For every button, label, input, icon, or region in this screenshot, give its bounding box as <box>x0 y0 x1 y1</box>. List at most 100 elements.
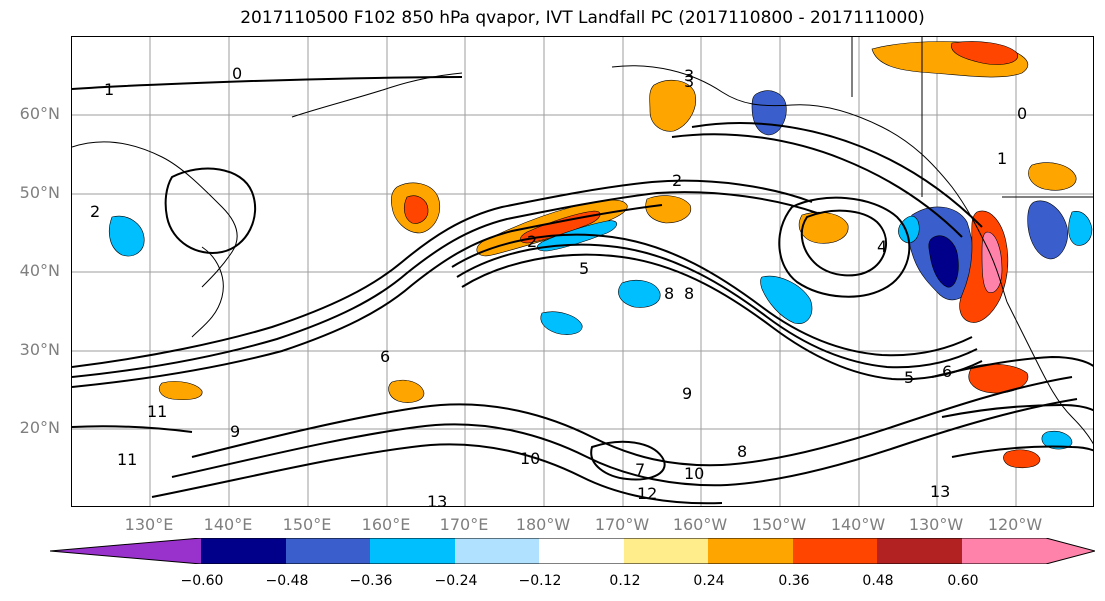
contour-line <box>590 440 666 481</box>
colorbar-tick-label: −0.12 <box>518 573 562 589</box>
colorbar-tick-label: 0.12 <box>609 573 641 589</box>
fill-patch-canada-orange <box>1028 162 1077 191</box>
contour-label: 6 <box>942 362 952 381</box>
contour-line <box>72 191 818 378</box>
fill-patch-asia-cyan <box>109 215 145 257</box>
contour-label: 8 <box>664 284 674 303</box>
fill-patch-japan-orange <box>159 381 203 401</box>
contour-line <box>164 167 257 254</box>
contour-label: 5 <box>579 259 589 278</box>
lon-label-160e: 160°E <box>361 515 411 534</box>
fill-patch-sub-cyan-2 <box>760 275 813 324</box>
contour-label: 13 <box>427 492 447 507</box>
colorbar-tick-label: 0.36 <box>778 573 810 589</box>
lat-label-30n: 30°N <box>19 340 60 359</box>
colorbar-segment <box>877 538 962 564</box>
fill-patch-sub-cyan-3 <box>540 311 583 335</box>
lat-label-50n: 50°N <box>19 183 60 202</box>
colorbar-segment <box>708 538 793 564</box>
contour-line <box>778 196 911 298</box>
colorbar-tick-label: −0.36 <box>349 573 393 589</box>
contour-line <box>72 76 463 90</box>
contour-line <box>72 179 813 368</box>
contour-line <box>951 445 1093 458</box>
lon-label-140e: 140°E <box>203 515 253 534</box>
contour-label: 13 <box>930 482 950 501</box>
fill-patch-central-orange <box>645 195 692 224</box>
contour-line <box>671 133 963 238</box>
lat-label-60n: 60°N <box>19 104 60 123</box>
colorbar-tick-label: −0.60 <box>180 573 224 589</box>
coastlines <box>72 37 1093 445</box>
fill-patch-ribbon-red <box>520 210 601 244</box>
contour-line <box>941 403 1093 418</box>
coastline-asia <box>72 141 238 288</box>
fill-patch-sub-cyan <box>618 280 661 308</box>
fill-patch-ribbon-cyan <box>536 220 618 252</box>
colorbar-tick-label: −0.48 <box>265 573 309 589</box>
contour-label: 2 <box>527 232 537 251</box>
contour-line <box>931 355 1093 378</box>
coastline-japan <box>191 246 224 338</box>
colorbar <box>50 538 1095 564</box>
lon-label-120w: 120°W <box>987 515 1043 534</box>
fill-patch-alaska-blue <box>751 90 787 136</box>
lon-label-170e: 170°E <box>439 515 489 534</box>
contour-label: 9 <box>230 422 240 441</box>
coastline-mexico <box>1006 301 1093 445</box>
contour-label: 1 <box>997 149 1007 168</box>
contour-line <box>800 209 887 277</box>
lat-label-40n: 40°N <box>19 261 60 280</box>
contour-line <box>451 233 973 357</box>
contour-label: 3 <box>684 72 694 91</box>
fill-patch-se-cyan <box>1041 430 1073 450</box>
colorbar-segment <box>962 538 1046 564</box>
lon-label-140w: 140°W <box>830 515 886 534</box>
contour-label: 4 <box>877 237 887 256</box>
contour-line <box>456 243 978 369</box>
lon-label-130w: 130°W <box>908 515 964 534</box>
lat-label-20n: 20°N <box>19 418 60 437</box>
contour-label: 7 <box>635 460 645 479</box>
fill-patch-bering-orange <box>649 79 696 132</box>
lon-label-170w: 170°W <box>594 515 650 534</box>
lon-label-150e: 150°E <box>282 515 332 534</box>
colorbar-tick-label: 0.48 <box>862 573 894 589</box>
lon-label-180w: 180°W <box>515 515 571 534</box>
colorbar-tick-label: −0.24 <box>434 573 478 589</box>
contour-label: 8 <box>684 284 694 303</box>
lon-label-160w: 160°W <box>672 515 728 534</box>
contour-line <box>191 376 1073 467</box>
colorbar-segment <box>455 538 539 564</box>
fill-patch-gulf-alaska-darkblue <box>928 235 959 288</box>
gridlines <box>72 37 1093 506</box>
coastline-kamchatka <box>291 72 463 118</box>
contour-label: 12 <box>637 484 657 503</box>
contour-label: 10 <box>520 449 540 468</box>
fill-patch-west-red <box>403 195 429 224</box>
fill-patch-south-orange <box>388 379 425 403</box>
colorbar-segment <box>539 538 624 564</box>
colorbar-segment <box>286 538 370 564</box>
contour-label: 10 <box>684 464 704 483</box>
contour-label: 9 <box>682 384 692 403</box>
contour-label: 0 <box>232 64 242 83</box>
fill-patch-gulf-alaska-cyan <box>898 215 920 244</box>
contour-label: 8 <box>737 442 747 461</box>
contour-label: 2 <box>90 202 100 221</box>
colorbar-tick-label: 0.24 <box>693 573 725 589</box>
coastline-alaska-nw-america <box>611 65 1008 303</box>
contour-line <box>461 253 983 381</box>
contour-line <box>72 425 193 433</box>
contour-line <box>171 398 1078 487</box>
colorbar-segment <box>201 538 286 564</box>
figure-title: 2017110500 F102 850 hPa qvapor, IVT Land… <box>240 8 925 28</box>
contour-label: 1 <box>104 80 114 99</box>
colorbar-segment <box>793 538 877 564</box>
contour-label: 3 <box>684 66 694 85</box>
colorbar-extend-high <box>1046 538 1095 564</box>
contour-line <box>151 443 723 505</box>
